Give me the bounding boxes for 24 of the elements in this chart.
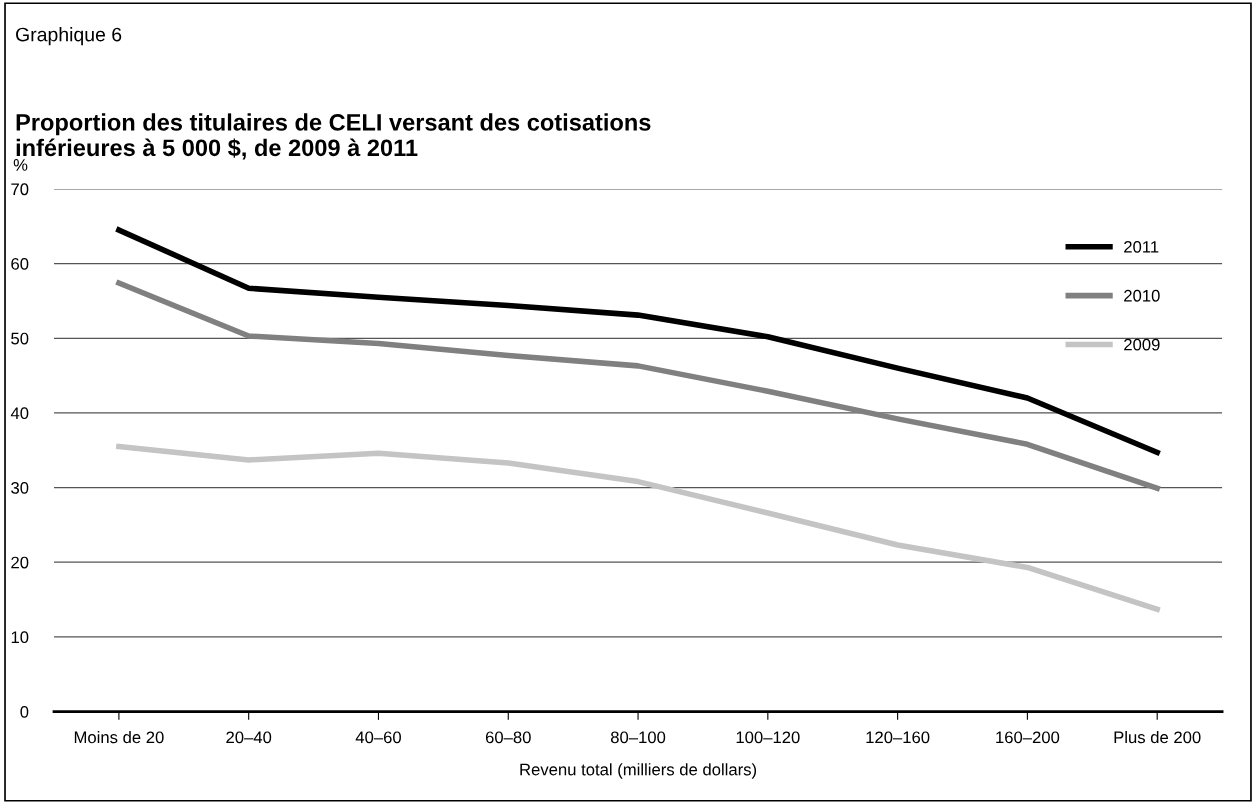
x-tick-label: 100–120 <box>736 731 800 744</box>
y-tick-label: 50 <box>11 332 29 345</box>
y-tick-label: 40 <box>10 407 29 420</box>
y-tick-label: 0 <box>20 705 29 718</box>
legend-label: 2010 <box>1124 289 1160 302</box>
x-tick-label: 20–40 <box>226 731 272 744</box>
text: Graphique 6 <box>16 27 122 46</box>
legend-label: 2011 <box>1124 240 1159 253</box>
x-tick-label: 160–200 <box>996 731 1060 744</box>
y-tick-label: 20 <box>11 556 29 569</box>
x-tick-label: 40–60 <box>355 731 401 744</box>
x-tick-label: 120–160 <box>866 731 930 744</box>
legend-label: 2009 <box>1124 338 1160 351</box>
x-tick-label: Plus de 200 <box>1114 730 1201 744</box>
x-axis-title: Revenu total (milliers de dollars) <box>520 763 757 779</box>
x-tick-label: 60–80 <box>485 731 531 744</box>
y-tick-label: 60 <box>11 258 29 270</box>
y-tick-label: 30 <box>11 481 29 494</box>
y-tick-label: 70 <box>11 183 29 196</box>
chart-title: Proportion des titulaires de CELI versant des cotisations inférieures à 5 000 $, de 2009 à 2011 <box>16 113 651 160</box>
x-tick-label: Moins de 20 <box>74 730 164 744</box>
y-axis-title: % <box>13 159 28 171</box>
y-tick-label: 10 <box>11 631 29 644</box>
x-tick-label: 80–100 <box>610 731 666 744</box>
